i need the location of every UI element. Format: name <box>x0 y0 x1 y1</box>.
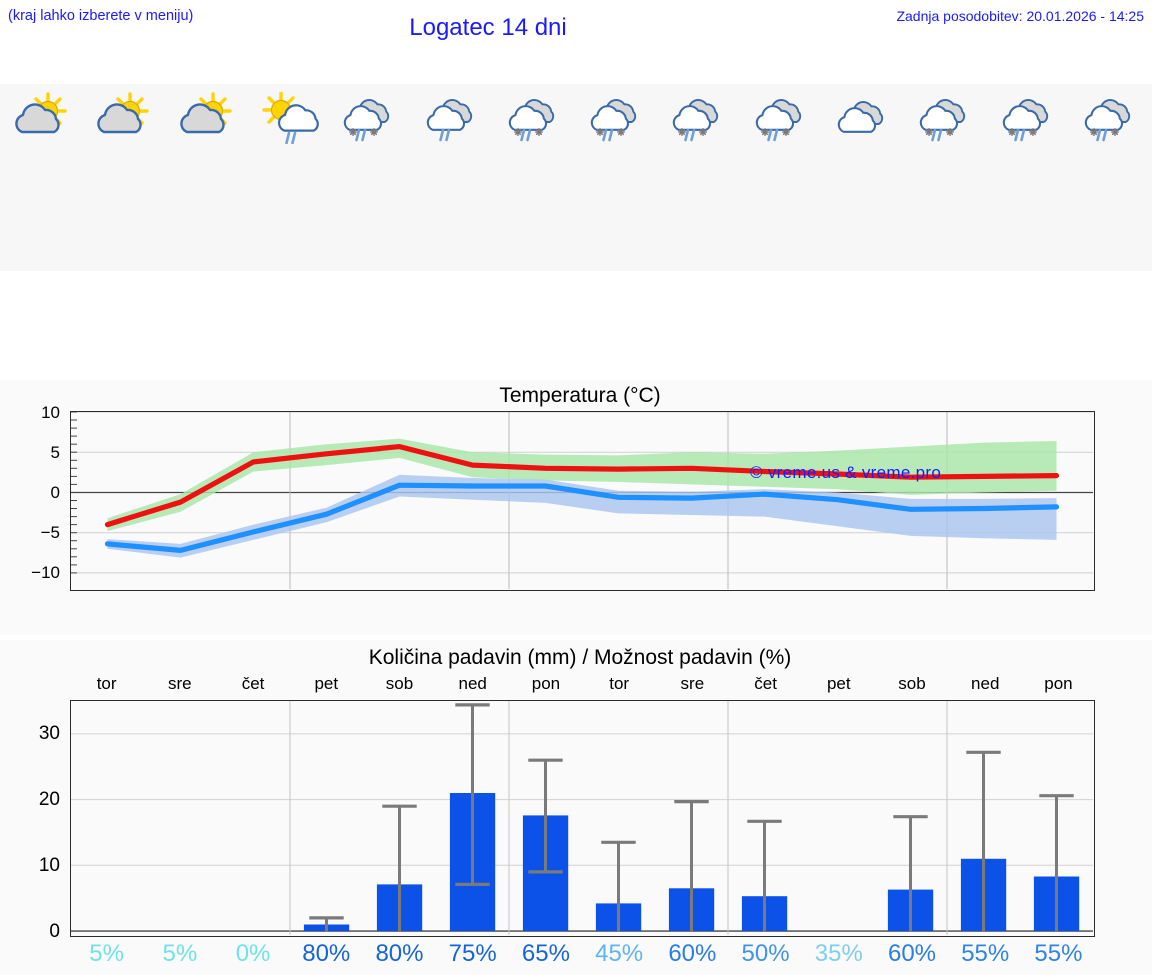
precipitation-day-labels: tor sre čet pet sob ned pon tor sre čet pet sob ned p… <box>70 674 1095 696</box>
precipitation-probability: 55% <box>961 940 1010 967</box>
precipitation-probability: 50% <box>741 940 790 967</box>
page-title: Logatec 14 dni <box>409 14 567 41</box>
precipitation-probability: 35% <box>814 940 863 967</box>
precipitation-probability-row: 5% 5% 0% 80% 80% 75% 65% 45% 60% 50% 35% 60% 55% 55% <box>70 940 1095 974</box>
day-column[interactable] <box>658 84 740 271</box>
precipitation-plot-area <box>70 700 1095 937</box>
precipitation-day-label: pon <box>531 674 561 693</box>
cloud-rain-icon <box>422 92 484 144</box>
precipitation-probability: 55% <box>1034 940 1083 967</box>
last-updated: Zadnja posodobitev: 20.01.2026 - 14:25 <box>896 8 1144 24</box>
cloud-rain-snow-icon <box>504 92 566 144</box>
day-column[interactable] <box>329 84 411 271</box>
precipitation-day-label: ned <box>971 674 1000 693</box>
cloud-rain-snow-icon <box>668 92 730 144</box>
precipitation-day-label: sre <box>168 674 192 693</box>
temperature-chart-title: Temperatura (°C) <box>499 384 661 407</box>
sun-behind-cloud-icon <box>175 92 237 144</box>
cloud-rain-snow-icon <box>998 92 1060 144</box>
day-column[interactable] <box>0 84 82 271</box>
precipitation-y-tick: 10 <box>38 854 60 876</box>
precipitation-probability: 65% <box>521 940 570 967</box>
temperature-y-axis: 10 5 0 −5 −10 <box>0 403 64 591</box>
precipitation-y-tick: 0 <box>49 920 60 942</box>
precipitation-probability: 5% <box>89 940 124 967</box>
cloud-rain-snow-icon <box>1080 92 1142 144</box>
temperature-y-tick: 10 <box>41 402 60 422</box>
precipitation-probability: 45% <box>595 940 644 967</box>
precipitation-day-label: čet <box>754 674 777 693</box>
precipitation-day-label: ned <box>458 674 487 693</box>
cloud-rain-snow-icon <box>751 92 813 144</box>
precipitation-probability: 75% <box>448 940 497 967</box>
sun-behind-cloud-icon <box>92 92 154 144</box>
precipitation-day-label: pet <box>826 674 851 693</box>
day-column[interactable] <box>1070 84 1152 271</box>
day-column[interactable] <box>165 84 247 271</box>
temperature-chart: Temperatura (°C) 10 5 0 −5 −10 <box>0 380 1152 635</box>
precipitation-y-tick: 30 <box>38 723 60 745</box>
precipitation-probability: 5% <box>162 940 198 967</box>
precipitation-bars-svg <box>71 701 1093 935</box>
cloud-icon <box>833 92 895 144</box>
day-column[interactable] <box>576 84 658 271</box>
watermark: © vreme.us & vreme.pro <box>750 463 942 482</box>
day-column[interactable] <box>905 84 987 271</box>
cloud-rain-snow-icon <box>339 92 401 144</box>
cloud-rain-snow-icon <box>915 92 977 144</box>
precipitation-y-axis: 0 10 20 30 <box>0 700 64 941</box>
day-column[interactable] <box>411 84 493 271</box>
precipitation-day-label: sob <box>385 674 414 693</box>
temperature-series-svg <box>71 412 1093 589</box>
day-column[interactable] <box>494 84 576 271</box>
day-column[interactable] <box>987 84 1069 271</box>
temperature-y-tick: −10 <box>31 563 60 583</box>
temperature-y-tick: 5 <box>50 442 60 462</box>
precipitation-probability: 80% <box>302 940 351 967</box>
precipitation-chart: Količina padavin (mm) / Možnost padavin … <box>0 640 1152 975</box>
precipitation-day-label: sob <box>898 674 926 693</box>
page-header: (kraj lahko izberete v meniju) Logatec 1… <box>0 0 1152 48</box>
day-column[interactable] <box>741 84 823 271</box>
temperature-y-tick: 0 <box>50 482 60 502</box>
precipitation-day-label: čet <box>241 674 265 693</box>
precipitation-y-tick: 20 <box>38 789 60 811</box>
temperature-y-tick: −5 <box>40 523 60 543</box>
sun-cloud-rain-icon <box>257 92 319 144</box>
precipitation-day-label: tor <box>609 674 630 693</box>
day-column[interactable] <box>82 84 164 271</box>
cloud-rain-snow-icon <box>586 92 648 144</box>
precipitation-day-label: pet <box>314 674 339 693</box>
menu-hint: (kraj lahko izberete v meniju) <box>8 8 194 24</box>
daily-forecast-strip <box>0 84 1152 271</box>
precipitation-probability: 60% <box>668 940 717 967</box>
precipitation-day-label: tor <box>96 674 117 693</box>
precipitation-probability: 60% <box>887 940 937 967</box>
sun-behind-cloud-icon <box>10 92 72 144</box>
precipitation-probability: 0% <box>235 940 271 967</box>
precipitation-day-label: sre <box>680 674 705 693</box>
temperature-plot-area <box>70 411 1095 591</box>
precipitation-chart-title: Količina padavin (mm) / Možnost padavin … <box>368 646 792 669</box>
day-column[interactable] <box>247 84 329 271</box>
precipitation-probability: 80% <box>375 940 424 967</box>
precipitation-day-label: pon <box>1044 674 1073 693</box>
day-column[interactable] <box>823 84 905 271</box>
